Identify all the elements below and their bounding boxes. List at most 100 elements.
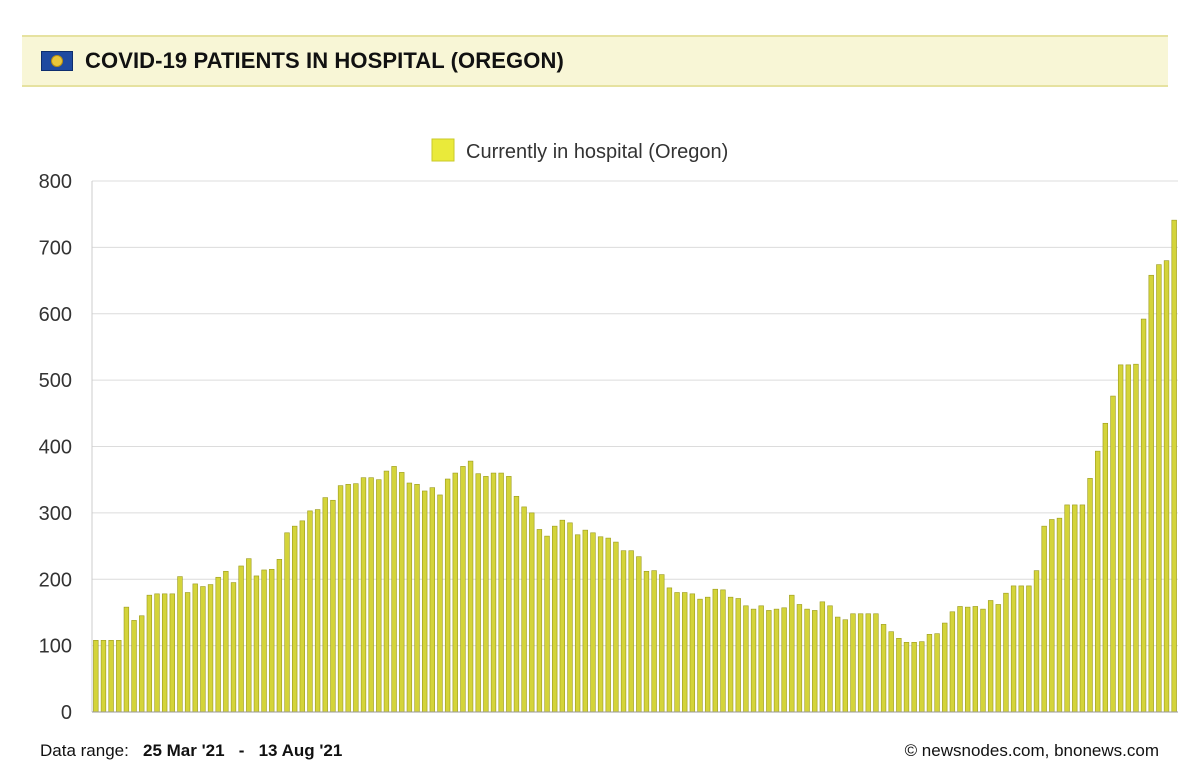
bar [1026,585,1032,713]
bar [842,619,848,713]
y-tick-label: 800 [39,171,72,193]
bar [880,624,887,713]
bar [506,476,512,713]
bar [139,615,145,713]
bar [330,499,336,713]
y-tick-label: 400 [39,437,72,459]
y-tick-label: 200 [39,569,72,591]
bar [1018,585,1024,713]
bar [567,522,573,713]
y-tick-label: 0 [61,702,72,724]
bar [957,606,963,713]
bar [743,605,749,713]
bar [636,556,642,713]
bar [223,570,229,713]
bar [261,569,267,713]
y-tick-label: 600 [39,304,72,326]
y-tick-label: 100 [39,636,72,658]
y-tick-label: 700 [39,237,72,259]
bar [513,495,520,713]
bar [184,592,191,713]
bar [987,600,994,713]
credit-text: © newsnodes.com, bnonews.com [904,741,1159,760]
bar [299,520,305,713]
data-range-separator: - [238,741,245,760]
bar [1041,525,1047,713]
bar [116,640,122,713]
bar [215,576,221,713]
bar [276,559,283,713]
bar [1003,592,1009,713]
bar [200,586,206,713]
bar [1156,264,1162,713]
bar [108,640,114,713]
bar [720,589,726,713]
bar [93,640,99,713]
bar [659,574,665,713]
bar [574,534,581,713]
bar [972,606,979,713]
bar [735,598,741,713]
bar [590,532,596,713]
bar [391,466,397,713]
bar [246,558,252,713]
bar [666,587,673,713]
bar [766,610,772,713]
bar [942,622,948,713]
bar [307,510,313,713]
bar [498,472,504,713]
bar [529,512,535,713]
bar [704,596,711,713]
bar [834,616,841,713]
bar [269,568,275,713]
bar [804,608,810,713]
bar [422,490,428,713]
bar [812,610,818,713]
bar [789,594,795,713]
bar [399,472,405,713]
bar [934,633,940,713]
data-range-label: Data range: [40,741,129,760]
bar [1117,364,1124,713]
bar [1079,504,1086,713]
bar [521,506,527,713]
bar [230,582,237,713]
bar [643,570,650,713]
bar [490,472,497,713]
bar-chart: 0 100 200 300 400 500 600 700 800 Currently in ho… [39,138,1178,724]
bar [613,541,619,713]
bar [582,529,588,713]
legend-swatch [431,138,455,162]
bar [161,593,168,713]
y-tick-label: 300 [39,503,72,525]
bar [1163,260,1170,713]
bar [712,588,718,713]
bar [475,473,481,713]
data-range: Data range: 25 Mar '21 - 13 Aug '21 [40,741,342,761]
bar [437,494,443,713]
bar [360,477,367,713]
bar [903,642,910,713]
bar [100,640,107,713]
data-range-start: 25 Mar '21 [143,741,225,760]
bar [919,641,925,713]
chart-header: COVID-19 PATIENTS IN HOSPITAL (OREGON) [22,35,1168,87]
bar [169,593,175,713]
bar [1110,395,1116,713]
bar [406,482,413,713]
bar [674,592,680,713]
bar [207,584,214,713]
bar [857,613,864,713]
bar [865,613,871,713]
bar [1140,318,1147,713]
bar [1049,519,1055,713]
bar [651,570,657,713]
bar [689,593,696,713]
bar [345,484,351,713]
bar [620,550,627,713]
bar [253,575,260,713]
bar [965,606,971,713]
bar [192,583,198,713]
bar [781,607,787,713]
bar [544,535,550,713]
